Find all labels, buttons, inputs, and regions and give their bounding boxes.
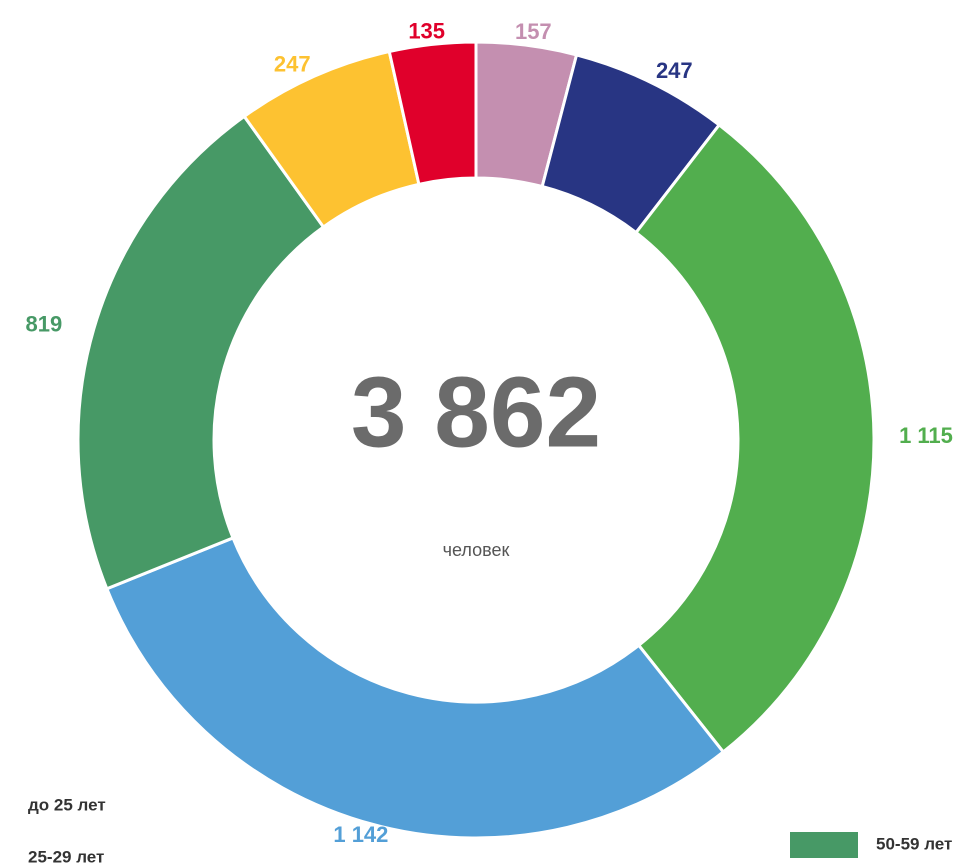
legend-label: 50-59 лет	[876, 834, 952, 853]
legend-swatch	[790, 832, 858, 858]
donut-segment	[633, 122, 876, 754]
data-label: 247	[274, 52, 311, 77]
data-label: 157	[515, 19, 552, 44]
data-label: 819	[26, 311, 63, 336]
data-label: 1 115	[899, 423, 953, 448]
legend-label: до 25 лет	[28, 795, 106, 814]
data-label: 247	[656, 58, 693, 83]
data-label: 1 142	[333, 822, 388, 847]
center-text: человек	[443, 540, 510, 560]
donut-segment	[76, 114, 326, 591]
center-value: 3 862	[351, 356, 601, 468]
legend-label: 25-29 лет	[28, 847, 104, 864]
donut-segment	[387, 40, 478, 187]
donut-segment	[104, 535, 726, 840]
data-label: 135	[408, 18, 445, 43]
